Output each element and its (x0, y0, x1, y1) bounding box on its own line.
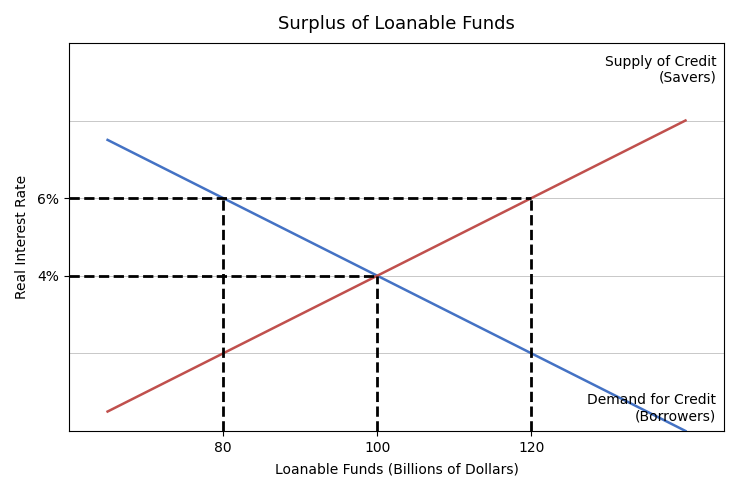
Title: Surplus of Loanable Funds: Surplus of Loanable Funds (278, 15, 515, 33)
Text: Demand for Credit
(Borrowers): Demand for Credit (Borrowers) (588, 393, 716, 423)
Text: Supply of Credit
(Savers): Supply of Credit (Savers) (605, 55, 716, 85)
X-axis label: Loanable Funds (Billions of Dollars): Loanable Funds (Billions of Dollars) (275, 463, 519, 477)
Y-axis label: Real Interest Rate: Real Interest Rate (15, 175, 29, 299)
